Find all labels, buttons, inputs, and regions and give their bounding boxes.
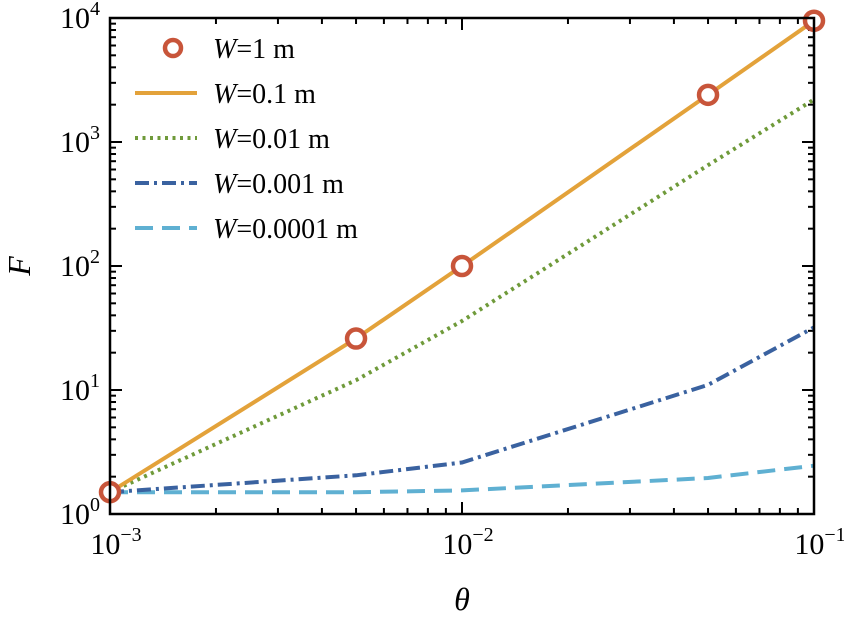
legend-label: W=0.01 m: [213, 124, 330, 155]
legend-item: W=0.001 m: [135, 169, 344, 200]
series-line: [109, 97, 816, 495]
legend: W=1 m W=0.1 m W=0.01 m W=0.001 m W=0.0001 m: [135, 34, 358, 245]
y-tick-label: 104: [60, 0, 100, 35]
legend-item: W=0.1 m: [135, 79, 316, 110]
legend-label: W=0.001 m: [213, 169, 344, 200]
series-layer: [98, 9, 826, 504]
y-tick-label: 102: [60, 246, 100, 283]
legend-item: W=0.0001 m: [135, 214, 358, 245]
series-2: [109, 97, 816, 495]
data-point: [450, 254, 474, 278]
x-tick-label: 10−1: [794, 524, 844, 561]
legend-item: W=1 m: [162, 34, 295, 65]
legend-label: W=0.0001 m: [213, 214, 358, 245]
data-point: [344, 327, 368, 350]
x-tick-label: 10−2: [442, 524, 493, 561]
series-4: [110, 463, 815, 495]
y-tick-label: 103: [60, 122, 100, 159]
y-axis-label: F: [1, 256, 37, 277]
series-3: [109, 325, 815, 495]
series-line: [110, 463, 815, 495]
plot-frame: [108, 16, 816, 516]
series-0: [98, 9, 826, 504]
legend-marker: [162, 37, 184, 59]
legend-item: W=0.01 m: [135, 124, 330, 155]
x-tick-label: 10−3: [90, 524, 141, 561]
legend-label: W=0.1 m: [213, 79, 316, 110]
tick-labels: 10−3 10−2 10−1 100 101 102 103 104: [60, 0, 844, 561]
data-point: [696, 83, 720, 107]
y-tick-label: 100: [60, 494, 100, 531]
series-line: [109, 325, 815, 495]
legend-label: W=1 m: [213, 34, 295, 65]
y-tick-label: 101: [60, 370, 100, 407]
x-axis-label: θ: [454, 581, 470, 617]
